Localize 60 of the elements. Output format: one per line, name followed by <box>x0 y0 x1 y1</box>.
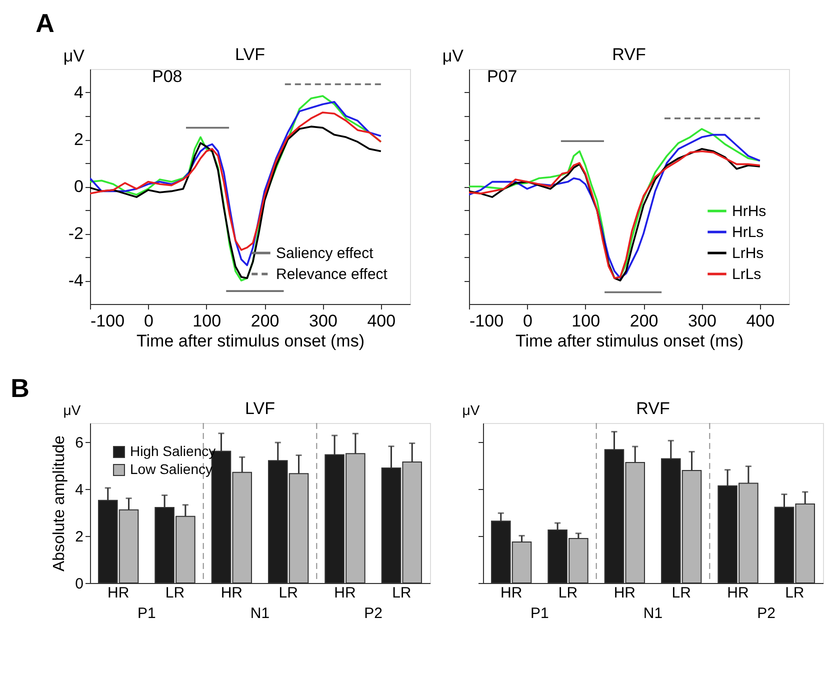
legend-label: LrLs <box>732 266 762 283</box>
x-tick-label: LR <box>558 584 578 602</box>
x-axis-title: Time after stimulus onset (ms) <box>136 332 364 350</box>
y-tick-label: 4 <box>75 481 84 498</box>
x-tick-label: LR <box>672 584 692 602</box>
x-axis-title: Time after stimulus onset (ms) <box>516 332 744 350</box>
x-tick-label: HR <box>220 584 243 602</box>
text: P1 <box>530 605 549 622</box>
text: N1 <box>250 605 270 622</box>
x-tick-label: 0 <box>144 312 154 330</box>
y-tick-label: 2 <box>75 528 84 546</box>
legend-label: Relevance effect <box>276 266 388 283</box>
x-tick-label: HR <box>727 584 749 602</box>
y-tick-label: 2 <box>74 130 84 149</box>
x-tick-label: LR <box>165 584 185 602</box>
x-tick-label: 200 <box>630 312 658 330</box>
text: μV <box>462 402 480 418</box>
annotation: P07 <box>487 67 518 86</box>
x-tick-label: LR <box>785 584 804 602</box>
x-tick-label: 400 <box>746 312 775 330</box>
y-tick-label: 0 <box>74 177 84 196</box>
x-tick-label: HR <box>500 584 522 602</box>
chart-title: RVF <box>636 399 670 418</box>
x-tick-label: HR <box>614 584 636 602</box>
y-tick-label: -4 <box>68 271 84 290</box>
text: N1 <box>643 605 663 622</box>
x-tick-label: -100 <box>470 312 504 330</box>
x-tick-label: 300 <box>309 312 338 330</box>
text: B <box>10 373 30 403</box>
x-tick-label: 100 <box>192 312 222 330</box>
x-tick-label: 300 <box>688 312 716 330</box>
y-tick-label: -2 <box>68 224 84 243</box>
text: μV <box>63 402 82 418</box>
legend-label: LrHs <box>732 245 764 262</box>
chart-title: LVF <box>235 45 265 64</box>
x-tick-label: 200 <box>250 312 280 330</box>
text: P2 <box>364 605 383 622</box>
x-tick-label: -100 <box>90 312 125 330</box>
x-tick-label: 0 <box>522 312 532 330</box>
chart-title: LVF <box>245 399 275 418</box>
text: P1 <box>137 605 156 622</box>
x-tick-label: LR <box>278 584 298 602</box>
legend-label: Saliency effect <box>276 245 374 262</box>
chart-title: RVF <box>612 45 646 64</box>
x-tick-label: 100 <box>572 312 600 330</box>
legend-label: HrLs <box>732 224 764 241</box>
x-tick-label: 400 <box>367 312 396 330</box>
x-tick-label: HR <box>334 584 356 602</box>
legend-label: High Saliency <box>130 443 216 459</box>
y-tick-label: 6 <box>75 434 84 452</box>
legend-label: HrHs <box>732 203 766 220</box>
y-tick-label: 4 <box>74 83 84 102</box>
text: P2 <box>757 605 776 622</box>
text: A <box>36 8 55 38</box>
x-tick-label: LR <box>392 584 412 602</box>
y-axis-title: μV <box>63 46 86 66</box>
x-tick-label: HR <box>107 584 130 602</box>
y-axis-title: μV <box>442 46 464 66</box>
y-axis-title: Absolute amplitude <box>51 435 68 572</box>
annotation: P08 <box>152 67 182 86</box>
